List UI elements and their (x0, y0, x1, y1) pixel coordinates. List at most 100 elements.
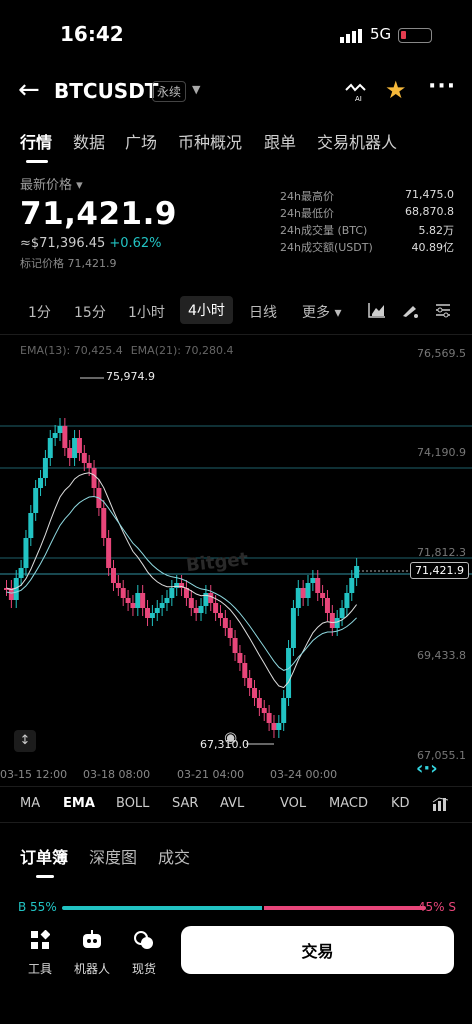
tab-square[interactable]: 广场 (125, 133, 158, 152)
y-tick: 76,569.5 (417, 347, 466, 360)
active-tab-underline (36, 875, 54, 878)
ai-assistant-icon[interactable]: AI (343, 80, 369, 106)
24h-stats: 24h最高价 71,475.0 24h最低价 68,870.8 24h成交量 (BT… (280, 188, 454, 256)
indicator-avl[interactable]: AVL (220, 796, 245, 811)
battery-icon (398, 28, 432, 43)
buy-ratio: B 55% (18, 900, 57, 914)
indicator-kd[interactable]: KD (391, 796, 410, 811)
eye-icon[interactable]: ◉ (224, 728, 238, 746)
indicator-ma[interactable]: MA (20, 796, 41, 811)
bottom-bar: 工具 机器人 现货 交易 (0, 922, 472, 1024)
signal-icon (340, 28, 364, 47)
indicator-vol[interactable]: VOL (280, 796, 307, 811)
x-tick: 03-18 08:00 (83, 768, 151, 781)
candle (57, 426, 63, 433)
ema-legend: EMA(13): 70,425.4 EMA(21): 70,280.4 (20, 344, 241, 357)
tab-data[interactable]: 数据 (73, 133, 106, 152)
candle (300, 588, 306, 598)
bots-button[interactable]: 机器人 (67, 930, 117, 977)
indicator-ema[interactable]: EMA (63, 796, 95, 811)
mark-price: 标记价格 71,421.9 (20, 257, 117, 270)
interval-more[interactable]: 更多 ▾ (302, 305, 342, 321)
indicator-macd[interactable]: MACD (329, 796, 368, 811)
indicator-boll[interactable]: BOLL (116, 796, 150, 811)
stat-row: 24h最高价 71,475.0 (280, 188, 454, 203)
candle (266, 713, 272, 723)
latest-price-label[interactable]: 最新价格 ▾ (20, 178, 83, 193)
last-price: 71,421.9 (20, 196, 177, 232)
tab-copy-trading[interactable]: 跟单 (264, 133, 297, 152)
active-tab-underline (26, 160, 48, 163)
candle (208, 593, 214, 603)
candle (101, 508, 107, 538)
candle (193, 608, 199, 613)
candle (42, 458, 48, 478)
candle (198, 606, 204, 613)
tab-trading-bots[interactable]: 交易机器人 (317, 133, 398, 152)
candle (349, 578, 355, 593)
y-tick: 69,433.8 (417, 649, 466, 662)
stat-row: 24h最低价 68,870.8 (280, 205, 454, 220)
indicator-settings-icon[interactable] (432, 796, 450, 816)
candle (8, 588, 14, 600)
back-arrow-icon[interactable]: ← (18, 75, 40, 105)
candle (286, 648, 292, 698)
chevron-down-icon[interactable]: ▼ (192, 83, 201, 96)
ema13-label: EMA(13): 70,425.4 (20, 344, 123, 357)
interval-1h[interactable]: 1小时 (128, 305, 165, 321)
candle (18, 568, 24, 578)
x-tick: 03-24 00:00 (270, 768, 338, 781)
candle (174, 583, 180, 588)
tools-button[interactable]: 工具 (15, 929, 65, 977)
candle (261, 708, 267, 713)
divider (0, 786, 472, 787)
candle (169, 588, 175, 598)
candle (110, 568, 116, 583)
chart-canvas[interactable] (0, 338, 472, 783)
ema13-line (6, 472, 357, 689)
tab-orderbook[interactable]: 订单簿 (20, 848, 69, 867)
candle (320, 593, 326, 598)
stat-row: 24h成交量 (BTC) 5.82万 (280, 224, 454, 237)
y-tick: 67,055.1 (417, 749, 466, 762)
top-nav: ← BTCUSDT 永续 ▼ AI ★ ··· (0, 70, 472, 114)
favorite-star-icon[interactable]: ★ (385, 76, 407, 104)
tab-trades[interactable]: 成交 (158, 848, 191, 867)
candle (140, 593, 146, 608)
candle (290, 608, 296, 648)
expand-vertical-icon[interactable]: ↕ (14, 730, 36, 752)
candle (310, 578, 316, 583)
tab-market[interactable]: 行情 (20, 133, 53, 152)
chart-type-icon[interactable] (368, 302, 386, 322)
divider (0, 334, 472, 335)
orderbook-tabs: 订单簿 深度图 成交 (0, 842, 472, 882)
interval-15m[interactable]: 15分 (74, 305, 106, 321)
draw-tool-icon[interactable] (401, 302, 419, 322)
candle (62, 426, 68, 448)
chart-settings-icon[interactable] (434, 302, 452, 322)
more-menu-icon[interactable]: ··· (428, 74, 457, 99)
indicator-sar[interactable]: SAR (172, 796, 199, 811)
x-tick: 03-21 04:00 (177, 768, 245, 781)
spot-button[interactable]: 现货 (119, 930, 169, 977)
high-annotation: 75,974.9 (106, 370, 155, 383)
candle (237, 653, 243, 663)
tab-depth-chart[interactable]: 深度图 (89, 848, 138, 867)
candle (4, 588, 9, 590)
candle (242, 663, 248, 678)
candle (164, 598, 170, 603)
tab-coin-overview[interactable]: 币种概况 (178, 133, 243, 152)
status-time: 16:42 (60, 22, 124, 46)
candle (106, 538, 112, 568)
candlestick-chart[interactable]: EMA(13): 70,425.4 EMA(21): 70,280.4 76,56… (0, 338, 472, 783)
candle (281, 698, 287, 723)
interval-bar: 1分 15分 1小时 4小时 日线 更多 ▾ (0, 296, 472, 328)
trade-button[interactable]: 交易 (181, 926, 454, 974)
candle (247, 678, 253, 688)
interval-1d[interactable]: 日线 (249, 305, 277, 321)
interval-4h[interactable]: 4小时 (180, 296, 233, 324)
divider (0, 822, 472, 823)
candle (38, 478, 44, 488)
interval-1m[interactable]: 1分 (28, 305, 51, 321)
symbol-title[interactable]: BTCUSDT (54, 79, 159, 103)
